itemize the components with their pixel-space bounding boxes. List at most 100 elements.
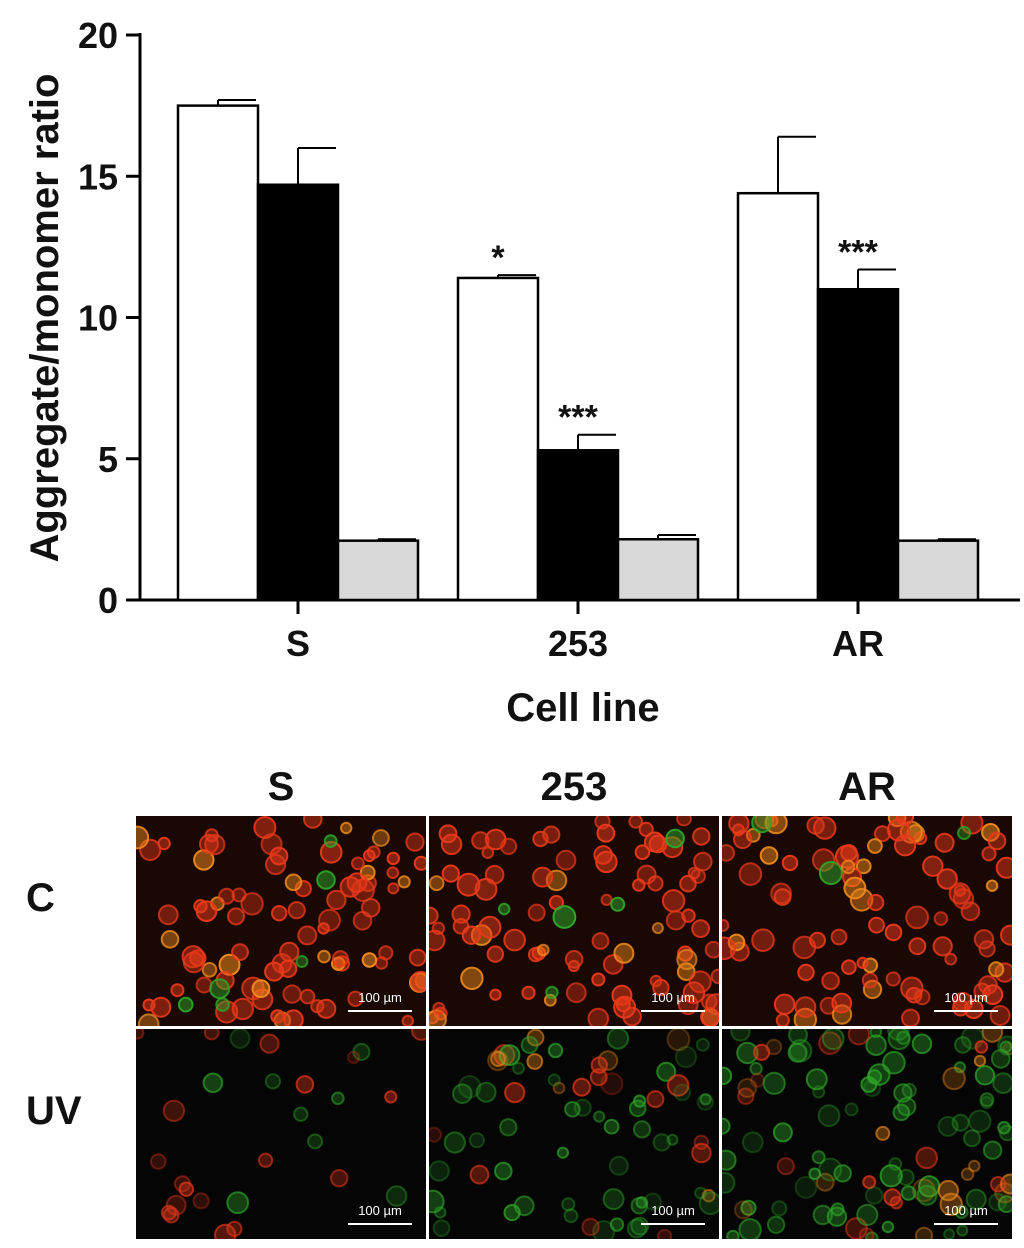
cell xyxy=(905,905,930,930)
cell xyxy=(606,1029,630,1050)
cell xyxy=(438,824,458,844)
cell xyxy=(561,1197,576,1212)
cell xyxy=(821,971,840,991)
cell xyxy=(749,1061,763,1076)
cell xyxy=(710,968,719,985)
x-axis: S 253 AR xyxy=(138,598,1020,664)
significance-annotations: ******* xyxy=(491,233,878,436)
cell xyxy=(635,1196,649,1209)
cell xyxy=(429,1160,450,1182)
cell xyxy=(722,1149,737,1171)
cell xyxy=(700,1007,719,1026)
cell xyxy=(773,888,792,906)
cell xyxy=(792,935,817,960)
cell xyxy=(887,1029,911,1051)
cell xyxy=(968,1109,992,1133)
cell xyxy=(788,1038,813,1063)
cell xyxy=(589,1068,608,1087)
bar xyxy=(456,276,540,602)
cell xyxy=(666,1133,679,1146)
cell xyxy=(193,899,208,914)
cell xyxy=(974,1040,989,1054)
cell xyxy=(386,866,400,880)
cell xyxy=(936,868,958,890)
cell xyxy=(960,901,981,922)
cell xyxy=(363,849,376,863)
bar xyxy=(176,104,260,602)
cell xyxy=(251,979,271,999)
cell xyxy=(615,997,631,1013)
cell xyxy=(997,1120,1011,1135)
cell xyxy=(160,1204,177,1221)
micrograph-image: 100 µm xyxy=(136,1029,426,1239)
cell xyxy=(260,833,283,856)
cell xyxy=(181,945,205,969)
cell xyxy=(231,943,249,962)
cell xyxy=(981,846,997,862)
cell xyxy=(469,1164,490,1185)
cell xyxy=(303,816,323,829)
scale-bar xyxy=(348,1010,412,1012)
bar xyxy=(816,288,900,602)
cell xyxy=(634,844,651,861)
cell xyxy=(865,1034,887,1057)
cell xyxy=(340,821,353,835)
x-axis-label: Cell line xyxy=(506,686,659,730)
cell xyxy=(590,1056,609,1074)
cell xyxy=(831,992,853,1014)
cell xyxy=(956,1224,969,1237)
cell xyxy=(698,1191,719,1216)
cell xyxy=(666,1074,690,1097)
cell xyxy=(401,1014,414,1026)
cell xyxy=(182,951,205,974)
cell xyxy=(499,1118,518,1137)
cell xyxy=(691,919,711,938)
cell xyxy=(821,1029,845,1051)
cell xyxy=(951,1113,970,1132)
cell xyxy=(759,846,779,865)
cell xyxy=(271,905,288,922)
cell xyxy=(287,901,306,920)
scale-bar xyxy=(641,1010,705,1012)
cell xyxy=(408,948,426,967)
cell xyxy=(830,1202,845,1217)
cell xyxy=(676,948,698,971)
cell xyxy=(316,998,337,1019)
cell xyxy=(556,1146,569,1159)
cell xyxy=(862,1175,877,1190)
cell xyxy=(432,1219,451,1238)
cell xyxy=(157,904,179,926)
cell xyxy=(840,859,856,875)
scale-bar xyxy=(934,1010,998,1012)
cell xyxy=(673,1083,692,1102)
cell xyxy=(630,1216,650,1236)
cell xyxy=(643,1192,662,1211)
cell xyxy=(240,892,264,916)
cell xyxy=(894,834,917,857)
cell xyxy=(608,1155,629,1176)
cell xyxy=(429,1126,442,1143)
cell xyxy=(259,1033,280,1054)
x-tick-label: 253 xyxy=(548,623,608,664)
cell xyxy=(939,1192,963,1217)
cell xyxy=(565,982,587,1004)
cell xyxy=(730,1029,751,1042)
cell xyxy=(900,1185,917,1201)
cell xyxy=(722,936,736,961)
cell xyxy=(372,829,390,847)
cell xyxy=(429,875,445,892)
cell xyxy=(794,1175,818,1199)
cell xyxy=(346,1050,361,1064)
cell xyxy=(863,1078,882,1098)
cell xyxy=(331,950,349,968)
bar xyxy=(336,539,420,602)
cell xyxy=(979,1092,995,1108)
cell xyxy=(484,864,505,885)
cell xyxy=(218,887,236,905)
error-bars xyxy=(217,98,976,541)
cell xyxy=(204,828,219,843)
cell xyxy=(203,1029,220,1041)
cell xyxy=(581,1217,600,1237)
cell xyxy=(471,831,490,850)
